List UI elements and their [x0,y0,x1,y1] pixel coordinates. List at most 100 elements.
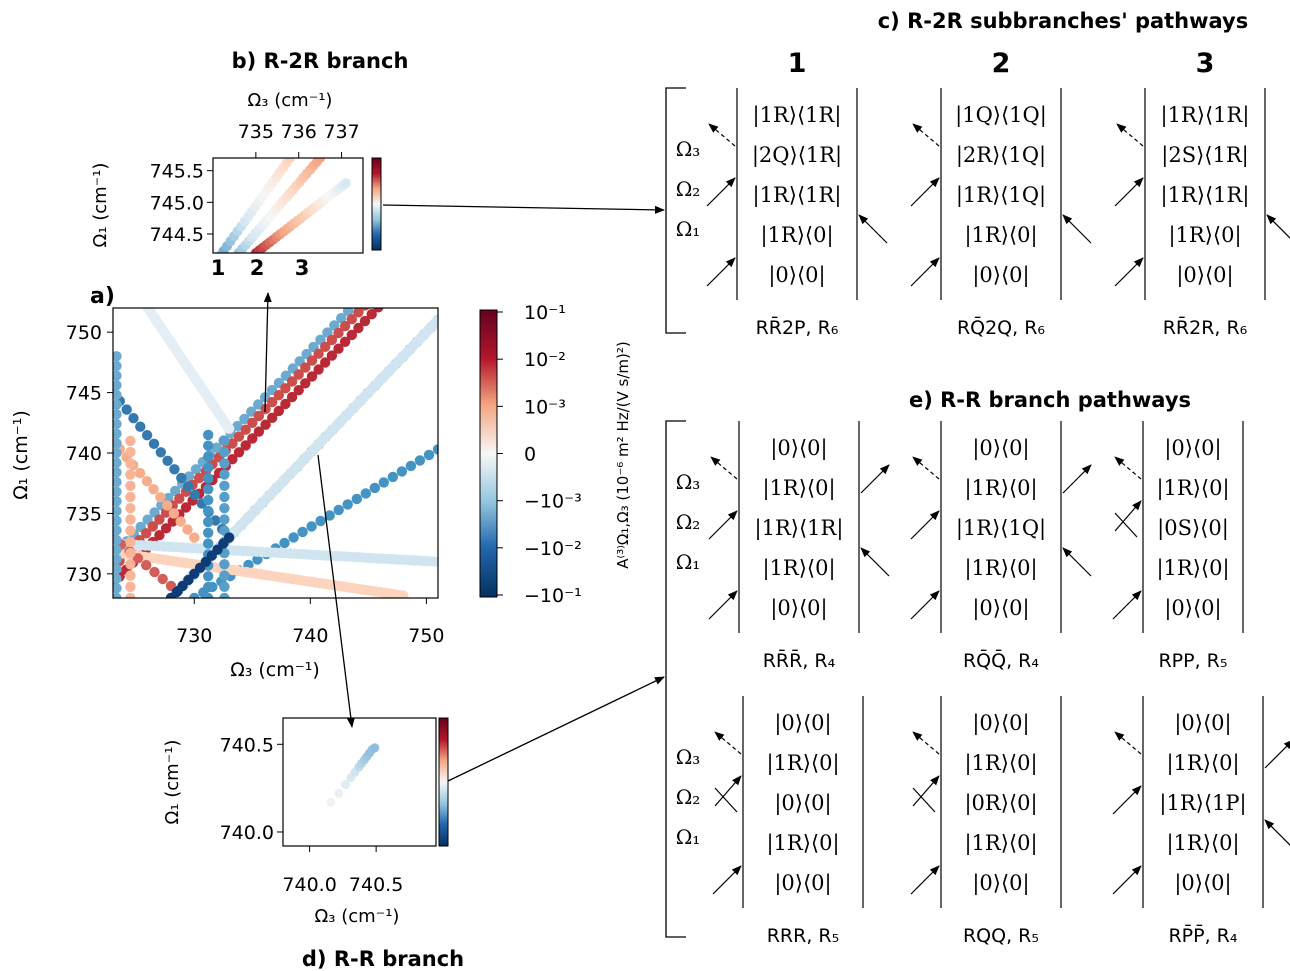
panel-a-point [219,503,230,514]
panel-e-bottom-diagram-state: |1R⟩⟨0| [1166,751,1239,776]
panel-a-point [386,273,396,283]
panel-c-diagram-arrow [910,257,940,287]
panel-a-point [233,431,245,442]
panel-a-point [113,409,122,420]
colorbar-tick-label: 0 [524,444,536,466]
panel-a-title: a) [90,284,115,309]
panel-d-ticks: 740.0 740.5 740.5 740.0 [220,734,404,896]
panel-e-top-diagram-state: |1R⟩⟨0| [964,476,1037,501]
panel-e-top-diagram-arrow [1062,464,1092,494]
panel-b-marker-2: 2 [250,256,265,280]
panel-e-top-diagram-arrow [1112,590,1142,620]
panel-a-xtick-label: 730 [176,625,212,647]
panel-a-point [203,462,214,473]
panel-c-column-number: 2 [992,48,1011,79]
panel-a-point [190,464,202,475]
panel-c-diagram-arrow [706,177,736,207]
arrow-a-to-d [317,454,355,728]
panel-a-point [378,270,388,280]
panel-a-point [267,396,278,408]
panel-c-column-number: 1 [788,48,807,79]
panel-a-point [148,438,160,449]
panel-c-diagram-arrow [1116,123,1144,147]
panel-e-bottom-omega-label: Ω₃ [676,745,701,769]
panel-a-point [313,348,324,359]
panel-a-point [293,369,304,380]
panel-a-point [113,563,122,575]
panel-e-bottom-diagram-arrow [712,865,742,895]
panel-d-point [334,788,344,798]
panel-a-point [125,491,136,503]
panel-c-diagram-state: |1R⟩⟨1R| [1161,103,1250,128]
panel-a-xtick-label: 740 [292,625,328,647]
panel-a-point [380,280,390,290]
panel-a-point [227,454,238,465]
panel-a-point [125,525,136,536]
panel-a-point [175,516,186,527]
panel-a-point [253,410,265,422]
panel-a-point [357,291,367,301]
panel-e-bottom-diagram-state: |0⟩⟨0| [1174,871,1231,896]
panel-b-xtick-label: 737 [323,121,359,143]
panel-a-point [113,467,122,478]
panel-e-bottom-diagram-arrow [1264,819,1290,846]
panel-b-ylabel: Ω₁ (cm⁻¹) [90,163,111,248]
panel-a-point [366,309,377,320]
panel-a-point [113,486,122,497]
panel-a-point [141,476,153,487]
panel-a-point [180,502,192,513]
panel-e-top-omega-label: Ω₂ [676,510,701,534]
panel-c-diagram-arrow [858,214,888,244]
panel-a-point [380,295,390,305]
panel-a-point [240,424,251,435]
panel-e-top-diagram-arrow [1062,547,1092,577]
panel-a-point [406,252,416,262]
panel-a-point [378,477,389,488]
panel-a-point [412,234,422,244]
panel-a-point [113,583,122,594]
panel-c-column-number: 3 [1196,48,1215,79]
panel-a-point [203,592,214,598]
panel-e-top-diagram-arrow [1114,500,1142,532]
panel-a-point [113,438,122,449]
panel-e-top-diagram-caption: RQ̄Q̄, R₄ [963,648,1039,672]
panel-a-point [223,423,235,434]
panel-a-point [359,315,371,327]
panel-a-point [169,464,180,475]
panel-a-point [219,446,230,458]
panel-a-point [113,534,122,546]
panel-a-point [400,259,410,269]
panel-d: 740.0 740.5 740.5 740.0 Ω₃ (cm⁻¹) Ω₁ (cm⁻¹)… [162,717,464,971]
panel-a-point [433,240,443,250]
panel-a-point [405,460,417,472]
panel-d-ytick-label: 740.5 [220,734,274,756]
panel-a-point [155,447,166,458]
panel-a-point [154,530,165,541]
panel-b-frame [212,157,364,254]
arrow-a-to-b [263,292,272,413]
panel-a-point [286,391,298,403]
panel-a-point [113,496,122,507]
panel-e-bracket [665,420,686,938]
panel-e-top-diagram-caption: RPP, R₅ [1158,650,1227,672]
panel-a-point [413,261,423,271]
panel-a-point [426,247,436,257]
panel-e-diagrams: |0⟩⟨0| |1R⟩⟨0| |1R⟩⟨1R| |1R⟩⟨0| |0⟩⟨0| RR̄R̄,… [676,421,1290,947]
panel-e-bottom-diagram-state: |1R⟩⟨0| [964,751,1037,776]
panel-d-point [341,780,350,790]
panel-a-point [339,320,351,332]
panel-a-point [113,447,122,459]
panel-c-omega-label: Ω₁ [676,217,701,241]
colorbar-tick-label: −10⁻² [524,538,582,560]
panel-b-colorbar [371,157,382,251]
panel-a-point [113,380,122,391]
colorbar-tick-label: 10⁻² [524,349,566,371]
panel-c-omega-label: Ω₃ [676,137,701,161]
panel-a-point [373,308,384,313]
panel-a-point [219,480,230,491]
panel-a-point [373,286,383,296]
panel-a-point [219,581,230,592]
panel-e-bottom-diagram-state: |1R⟩⟨0| [766,751,839,776]
panel-d-point [326,797,336,807]
